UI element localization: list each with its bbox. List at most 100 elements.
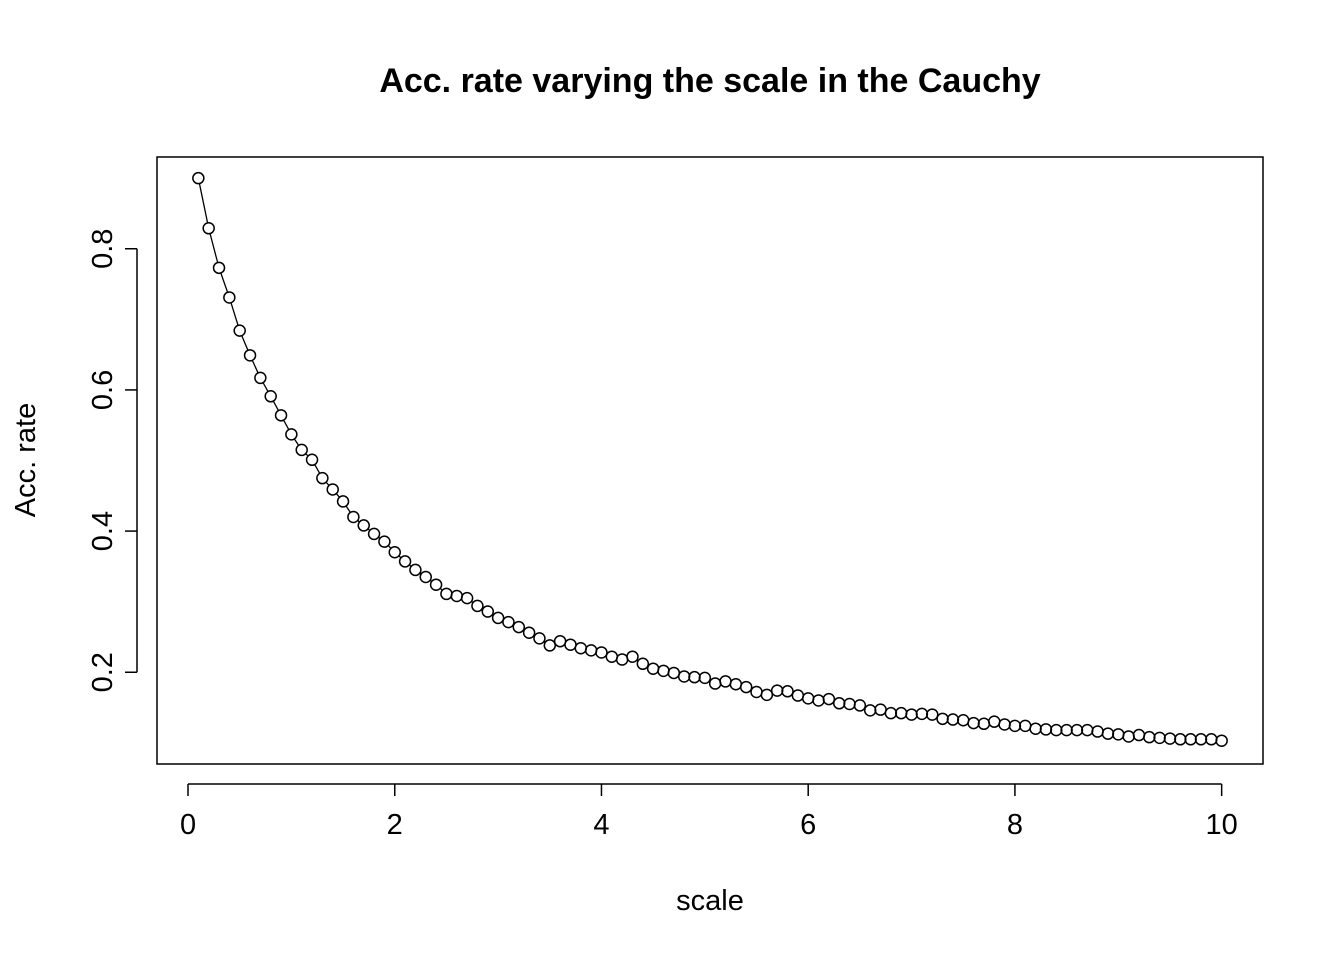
data-point: [822, 692, 836, 706]
data-point: [243, 349, 257, 362]
data-point: [1029, 722, 1042, 735]
data-point: [336, 495, 350, 508]
series-line-segment: [283, 419, 290, 430]
data-point: [440, 587, 453, 601]
data-point: [915, 707, 929, 721]
data-point: [192, 171, 205, 185]
data-point: [398, 555, 412, 568]
series-line-segment: [335, 493, 340, 498]
series-line-segment: [262, 382, 269, 392]
data-point: [419, 570, 432, 584]
data-point: [543, 639, 557, 652]
data-point: [378, 535, 391, 548]
data-point: [564, 638, 577, 651]
data-point: [1194, 733, 1208, 746]
data-point: [905, 708, 918, 721]
data-point: [977, 717, 991, 731]
data-point: [1008, 719, 1022, 733]
data-point: [615, 653, 629, 666]
data-point: [491, 611, 505, 625]
data-point: [285, 428, 298, 441]
data-point: [1132, 728, 1146, 742]
data-point: [1019, 719, 1032, 733]
data-point: [688, 670, 701, 684]
data-point: [481, 605, 495, 618]
data-point: [770, 684, 784, 697]
y-axis: 0.2 0.4 0.6 0.8: [87, 229, 138, 692]
data-point: [750, 685, 763, 699]
data-point: [1205, 733, 1218, 746]
data-point: [708, 677, 722, 690]
data-point: [1174, 733, 1187, 746]
data-point: [781, 685, 794, 698]
data-point: [553, 634, 567, 648]
data-point: [202, 222, 215, 235]
data-point: [512, 620, 526, 634]
data-point: [832, 697, 846, 710]
data-point: [605, 650, 619, 663]
data-point: [946, 713, 960, 726]
data-point: [626, 650, 639, 663]
data-point: [1215, 734, 1228, 747]
data-point: [791, 689, 805, 702]
data-point: [1101, 727, 1115, 740]
data-point: [409, 563, 422, 577]
x-tick-label: 0: [180, 809, 196, 841]
data-point: [843, 697, 856, 711]
data-point: [719, 675, 732, 688]
data-point: [274, 409, 288, 422]
data-point: [760, 688, 774, 702]
data-point: [998, 718, 1011, 731]
data-point: [667, 666, 681, 680]
x-tick-label: 10: [1206, 809, 1238, 841]
data-point: [1153, 731, 1166, 745]
data-point: [223, 291, 236, 304]
data-point: [988, 715, 1001, 728]
x-tick-label: 8: [1007, 809, 1023, 841]
data-point: [894, 706, 908, 720]
data-point: [925, 708, 939, 721]
data-point: [1184, 733, 1197, 746]
data-point: [584, 644, 598, 657]
y-tick-label: 0.2: [87, 652, 119, 692]
plot-frame: [156, 156, 1264, 765]
data-point: [874, 703, 887, 716]
data-point: [233, 324, 246, 337]
data-point: [1091, 725, 1104, 738]
x-tick-label: 6: [800, 809, 816, 841]
x-tick-label: 2: [387, 809, 403, 841]
data-point: [863, 704, 877, 717]
data-point: [533, 632, 546, 645]
data-point: [967, 716, 980, 730]
data-point: [316, 471, 329, 485]
data-point: [295, 443, 308, 457]
data-point: [1060, 723, 1073, 737]
series-line-segment: [209, 233, 219, 263]
y-tick-label: 0.8: [87, 229, 119, 269]
data-point: [305, 453, 319, 467]
data-point: [347, 510, 360, 524]
data-point: [326, 483, 339, 496]
data-point: [812, 694, 825, 707]
series-line-segment: [345, 505, 351, 513]
x-axis: 0 2 4 6 8 10: [180, 783, 1238, 841]
x-tick-label: 4: [593, 809, 609, 841]
series-line-segment: [314, 464, 321, 474]
data-point: [1050, 723, 1063, 737]
data-point: [853, 699, 867, 712]
series-line-segment: [230, 302, 239, 326]
data-point: [1039, 723, 1053, 736]
data-point: [956, 713, 970, 727]
data-point: [1122, 730, 1135, 743]
data-point: [1070, 723, 1084, 737]
data-point: [254, 371, 267, 385]
series-layer: [192, 171, 1228, 747]
data-point: [388, 546, 401, 559]
data-point: [502, 615, 515, 629]
data-point: [729, 677, 743, 691]
data-point: [1081, 723, 1094, 737]
series-line-segment: [241, 335, 249, 351]
data-point: [1143, 730, 1156, 744]
data-point: [367, 527, 381, 541]
